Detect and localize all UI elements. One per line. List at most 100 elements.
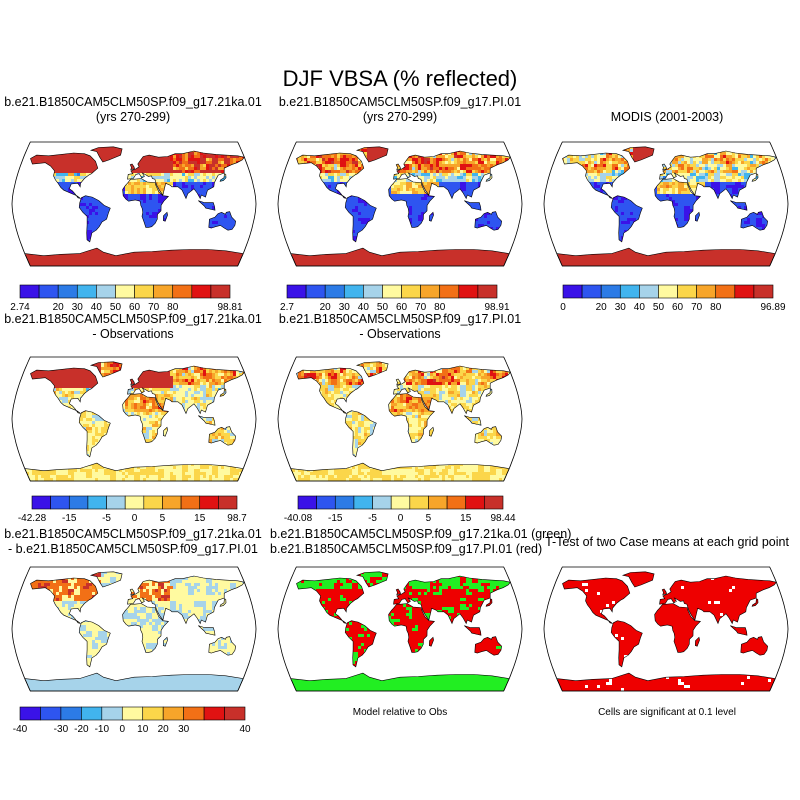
coastline-north-america [30, 577, 99, 624]
coastline-africa [654, 603, 702, 653]
colorbar-swatch [19, 284, 40, 299]
colorbar-tick-label: 50 [110, 302, 122, 313]
coastline-madagascar [694, 211, 700, 222]
colorbar-swatch [343, 284, 364, 299]
coastline-madagascar [428, 426, 434, 437]
coastline-australia [740, 211, 769, 231]
colorbar-tick-label: 50 [653, 302, 665, 313]
map-field-p9 [556, 571, 777, 691]
colorbar-swatch [696, 284, 717, 299]
page-title: DJF VBSA (% reflected) [0, 66, 800, 92]
map-p8 [277, 566, 523, 692]
colorbar-swatch [96, 284, 116, 299]
panel-title-p2: b.e21.B1850CAM5CLM50SP.f09_g17.PI.01 (yrs… [270, 95, 530, 125]
map-field-p4 [24, 361, 245, 481]
colorbar-tick-label: 40 [239, 724, 251, 735]
colorbar-tick-label: 60 [672, 302, 684, 313]
colorbar-tick-label: 0 [398, 513, 404, 524]
colorbar-swatch [458, 284, 479, 299]
colorbar-swatch [439, 284, 460, 299]
colorbar-tick-label: 0 [132, 513, 138, 524]
colorbar-swatch [19, 706, 41, 721]
colorbar-swatch [183, 706, 205, 721]
coastline-japan [219, 173, 227, 182]
panel-title-p4: b.e21.B1850CAM5CLM50SP.f09_g17.21ka.01- … [3, 312, 263, 342]
colorbar-swatch [446, 495, 467, 510]
coastline-indonesia [730, 200, 748, 211]
colorbar-tick-label: 80 [167, 302, 179, 313]
coastline-indonesia [464, 415, 482, 426]
coastline-south-america [344, 620, 377, 668]
coastline-north-america [296, 577, 365, 624]
panel-title-line: MODIS (2001-2003) [537, 110, 797, 125]
map-field-p8 [290, 571, 511, 691]
panel-title-line: b.e21.B1850CAM5CLM50SP.f09_g17.PI.01 [270, 95, 530, 110]
panel-title-line: - Observations [3, 327, 263, 342]
colorbar-tick-label: 2.74 [10, 302, 30, 313]
colorbar-tick-label: 20 [53, 302, 65, 313]
map-border [543, 141, 789, 267]
coastline-greenland [89, 146, 123, 163]
map-field-p3 [556, 146, 777, 266]
colorbar-swatch [40, 706, 62, 721]
colorbar-swatch [81, 706, 103, 721]
map-border [11, 141, 257, 267]
colorbar-tick-label: 80 [434, 302, 446, 313]
coastline-australia [208, 211, 237, 231]
coastline-eurasia [659, 575, 777, 625]
colorbar-swatch [484, 495, 504, 510]
map-p2 [277, 141, 523, 267]
colorbar-swatch [382, 284, 402, 299]
panel-title-line: b.e21.B1850CAM5CLM50SP.f09_g17.PI.01 [270, 312, 530, 327]
panel-title-p8: b.e21.B1850CAM5CLM50SP.f09_g17.21ka.01 (… [270, 527, 571, 557]
colorbar-p1: 2.74 20 30 40 50 60 70 80 98.81 [10, 284, 243, 313]
colorbar-tick-label: -10 [95, 724, 110, 735]
coastline-greenland [355, 146, 389, 163]
coastline-madagascar [428, 211, 434, 222]
panel-title-line: - Observations [270, 327, 530, 342]
colorbar-swatch [218, 495, 238, 510]
colorbar-swatch [134, 284, 154, 299]
colorbar-tick-label: 98.91 [484, 302, 509, 313]
coastline-japan [219, 598, 227, 607]
coastline-japan [485, 598, 493, 607]
panel-title-p9: T-Test of two Case means at each grid po… [537, 535, 797, 550]
colorbar-tick-label: -42.28 [18, 513, 47, 524]
coastline-africa [388, 603, 436, 653]
colorbar-tick-label: 15 [460, 513, 472, 524]
coastline-madagascar [162, 636, 168, 647]
coastline-north-america [30, 152, 99, 199]
colorbar-tick-label: 15 [194, 513, 206, 524]
colorbar-tick-label: 60 [129, 302, 141, 313]
map-p1 [11, 141, 257, 267]
map-border [11, 566, 257, 692]
coastline-indonesia [198, 200, 216, 211]
colorbar-swatch [162, 495, 182, 510]
coastline-indonesia [198, 415, 216, 426]
colorbar-tick-label: 20 [596, 302, 608, 313]
coastline-eurasia [393, 365, 511, 415]
panel-note-p9: Cells are significant at 0.1 level [557, 707, 777, 718]
colorbar-swatch [50, 495, 70, 510]
colorbar-swatch [297, 495, 317, 510]
colorbar-swatch [106, 495, 126, 510]
coastline-south-america [610, 620, 643, 668]
coastline-north-america [296, 367, 365, 414]
coastline-indonesia [464, 625, 482, 636]
map-p4 [11, 356, 257, 482]
colorbar-swatch [76, 284, 97, 299]
colorbar-swatch [477, 284, 498, 299]
coastline-eurasia [127, 150, 245, 200]
colorbar-swatch [38, 284, 59, 299]
colorbar-tick-label: 30 [178, 724, 190, 735]
coastline-eurasia [393, 150, 511, 200]
coastline-uk [661, 588, 667, 595]
colorbar-tick-label: 40 [358, 302, 370, 313]
panel-title-p7: b.e21.B1850CAM5CLM50SP.f09_g17.21ka.01- … [3, 527, 263, 557]
colorbar-swatch [734, 284, 755, 299]
coastline-japan [751, 598, 759, 607]
coastline-australia [740, 636, 769, 656]
colorbar-tick-label: -40.08 [284, 513, 313, 524]
coastline-japan [485, 388, 493, 397]
colorbar-swatch [562, 284, 583, 299]
